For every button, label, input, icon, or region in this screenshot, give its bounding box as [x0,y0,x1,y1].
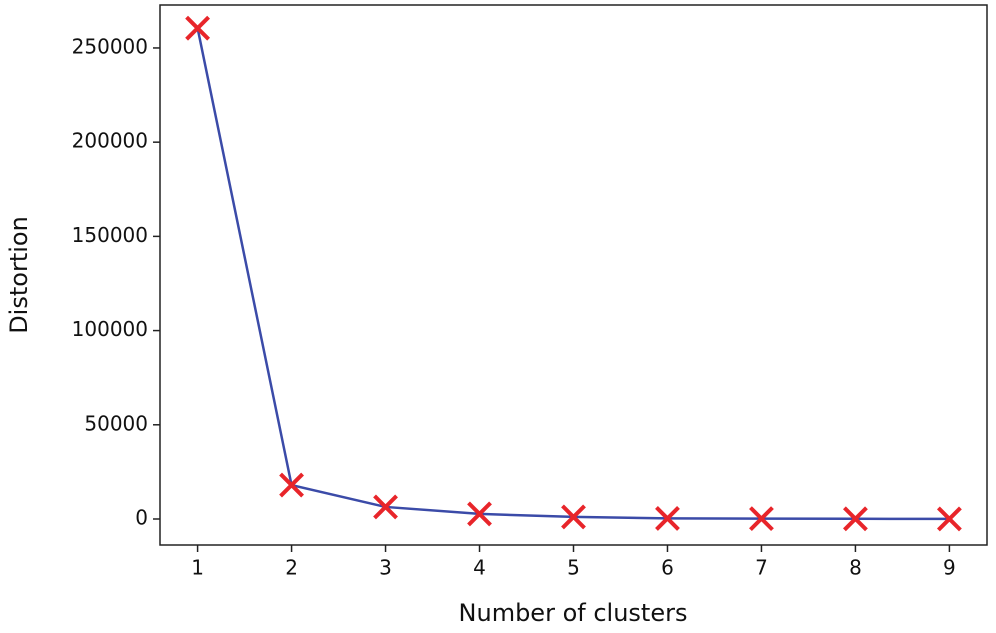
y-tick-label: 0 [135,505,148,529]
x-axis-label: Number of clusters [459,599,688,627]
x-tick-label: 6 [661,556,674,580]
marker [185,15,211,41]
x-tick-label: 1 [191,556,204,580]
y-axis-label: Distortion [5,216,33,334]
x-tick-label: 8 [849,556,862,580]
x-tick-label: 4 [473,556,486,580]
x-tick-label: 3 [379,556,392,580]
y-tick-label: 50000 [84,411,148,435]
x-tick-label: 2 [285,556,298,580]
marker [373,494,398,520]
marker [655,506,680,531]
plot-frame [159,4,988,546]
x-tick-label: 5 [567,556,580,580]
line [196,27,950,521]
marker [843,506,868,532]
y-tick-label: 250000 [72,34,148,58]
y-tick-label: 100000 [72,317,148,341]
y-tick-label: 150000 [72,223,148,247]
x-tick-label: 7 [755,556,768,580]
marker [467,501,492,527]
marker [749,506,774,532]
y-tick-label: 200000 [72,129,148,153]
marker [936,506,962,532]
marker [279,472,304,498]
marker [561,504,586,530]
x-tick-label: 9 [943,556,956,580]
